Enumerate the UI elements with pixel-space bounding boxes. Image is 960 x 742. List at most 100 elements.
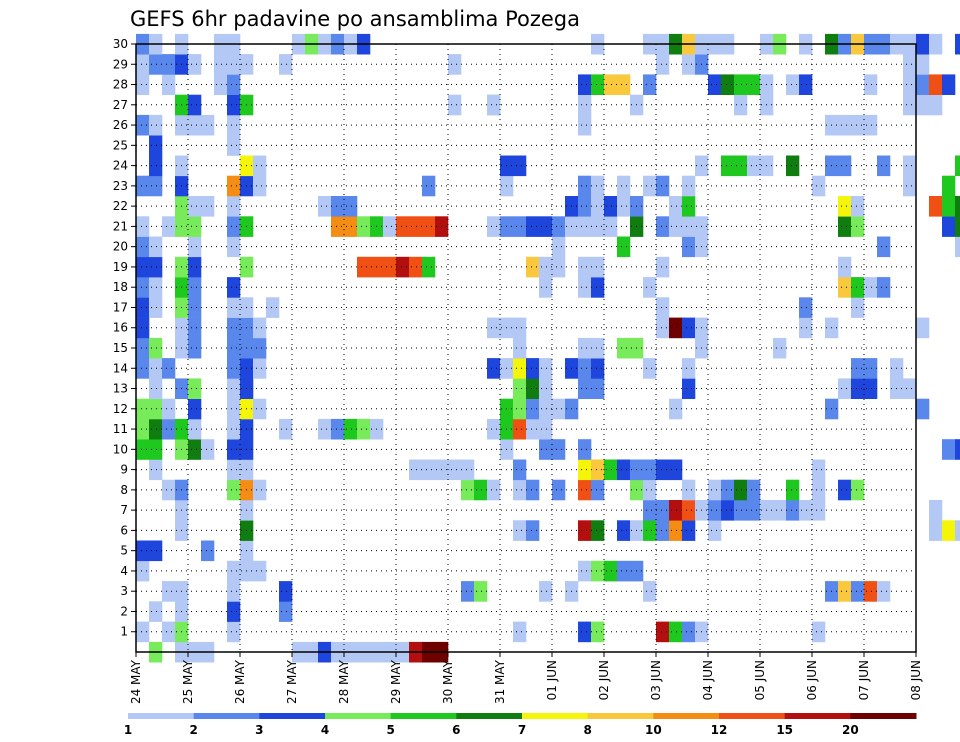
heatmap-cell xyxy=(487,216,501,237)
heatmap-cell xyxy=(253,479,267,501)
colorbar-swatch xyxy=(850,713,917,719)
heatmap-cell xyxy=(487,418,501,440)
heatmap-cell xyxy=(149,54,163,75)
heatmap-cell xyxy=(851,581,865,602)
heatmap-cell xyxy=(734,94,748,116)
heatmap-cell xyxy=(669,196,683,217)
colorbar-label: 8 xyxy=(583,723,591,737)
heatmap-cell xyxy=(578,621,592,643)
x-tick-label: 30 MAY xyxy=(441,659,455,704)
heatmap-cell xyxy=(279,601,293,622)
heatmap-cell xyxy=(227,114,241,136)
heatmap-cell xyxy=(227,175,241,197)
heatmap-cell xyxy=(591,358,605,379)
y-tick-label: 5 xyxy=(120,544,128,558)
heatmap-cell xyxy=(708,74,722,95)
heatmap-cell xyxy=(162,581,176,602)
heatmap-cell xyxy=(734,155,748,177)
heatmap-cell xyxy=(747,479,761,501)
y-tick-label: 1 xyxy=(120,625,128,639)
heatmap-cell xyxy=(513,621,527,643)
heatmap-cell xyxy=(916,54,930,75)
heatmap-cell xyxy=(851,358,865,379)
heatmap-cell xyxy=(539,398,553,420)
heatmap-cell xyxy=(331,418,345,440)
heatmap-cell xyxy=(149,277,163,298)
heatmap-cell xyxy=(227,479,241,501)
heatmap-cell xyxy=(474,581,488,602)
heatmap-cell xyxy=(682,358,696,379)
y-axis: 1234567891011121314151617181920212223242… xyxy=(113,37,136,639)
heatmap-cell xyxy=(149,418,163,440)
heatmap-cell xyxy=(188,114,202,136)
colorbar-label: 7 xyxy=(518,723,526,737)
colorbar-swatch xyxy=(587,713,654,719)
heatmap-cell xyxy=(318,196,332,217)
colorbar-label: 1 xyxy=(124,723,132,737)
colorbar-label: 3 xyxy=(255,723,263,737)
y-tick-label: 13 xyxy=(113,382,128,396)
heatmap-cell xyxy=(955,236,960,258)
heatmap-cell xyxy=(773,337,787,359)
heatmap-cell xyxy=(344,216,358,237)
heatmap-cell xyxy=(136,54,150,75)
heatmap-cell xyxy=(513,459,527,481)
y-tick-label: 3 xyxy=(120,584,128,598)
heatmap-cell xyxy=(955,33,960,55)
heatmap-cell xyxy=(929,94,943,116)
colorbar-label: 4 xyxy=(321,723,329,737)
heatmap-cell xyxy=(149,459,163,481)
y-tick-label: 20 xyxy=(113,240,128,254)
heatmap-cell xyxy=(136,114,150,136)
heatmap-cell xyxy=(903,94,917,116)
heatmap-cell xyxy=(643,358,657,379)
heatmap-cell xyxy=(448,94,462,116)
heatmap-cell xyxy=(227,236,241,258)
heatmap-cell xyxy=(617,560,631,582)
heatmap-cell xyxy=(526,378,540,399)
heatmap-cell xyxy=(656,54,670,75)
heatmap-cell xyxy=(838,581,852,602)
heatmap-cell xyxy=(604,74,618,95)
y-tick-label: 24 xyxy=(113,159,128,173)
heatmap-cell xyxy=(136,74,150,95)
heatmap-cell xyxy=(552,236,566,258)
heatmap-cell xyxy=(227,54,241,75)
colorbar-swatch xyxy=(653,713,720,719)
colorbar-swatch xyxy=(522,713,589,719)
heatmap-cell xyxy=(149,256,163,278)
heatmap-cell xyxy=(539,439,553,460)
heatmap-cell xyxy=(513,520,527,541)
colorbar-swatch xyxy=(784,713,851,719)
heatmap-cell xyxy=(188,94,202,116)
heatmap-cell xyxy=(526,398,540,420)
heatmap-cell xyxy=(643,479,657,501)
colorbar-swatch xyxy=(456,713,523,719)
heatmap-cell xyxy=(669,500,683,521)
heatmap-cell xyxy=(227,560,241,582)
heatmap-cell xyxy=(513,358,527,379)
heatmap-cell xyxy=(578,378,592,399)
heatmap-cell xyxy=(149,358,163,379)
heatmap-cell xyxy=(734,479,748,501)
heatmap-cell xyxy=(149,114,163,136)
chart-title: GEFS 6hr padavine po ansamblima Pozega xyxy=(130,7,580,31)
heatmap-cell xyxy=(136,560,150,582)
heatmap-cell xyxy=(227,135,241,156)
x-tick-label: 28 MAY xyxy=(337,659,351,704)
heatmap-cell xyxy=(864,114,878,136)
heatmap-cell xyxy=(851,277,865,298)
y-tick-label: 29 xyxy=(113,57,128,71)
y-tick-label: 18 xyxy=(113,280,128,294)
heatmap-cell xyxy=(513,155,527,177)
heatmap-cell xyxy=(708,500,722,521)
heatmap-cell xyxy=(786,155,800,177)
heatmap-cell xyxy=(188,398,202,420)
heatmap-cell xyxy=(331,216,345,237)
heatmap-cell xyxy=(669,216,683,237)
heatmap-cell xyxy=(591,196,605,217)
y-tick-label: 26 xyxy=(113,118,128,132)
x-tick-label: 05 JUN xyxy=(753,660,767,700)
heatmap-cell xyxy=(903,155,917,177)
heatmap-cell xyxy=(162,398,176,420)
